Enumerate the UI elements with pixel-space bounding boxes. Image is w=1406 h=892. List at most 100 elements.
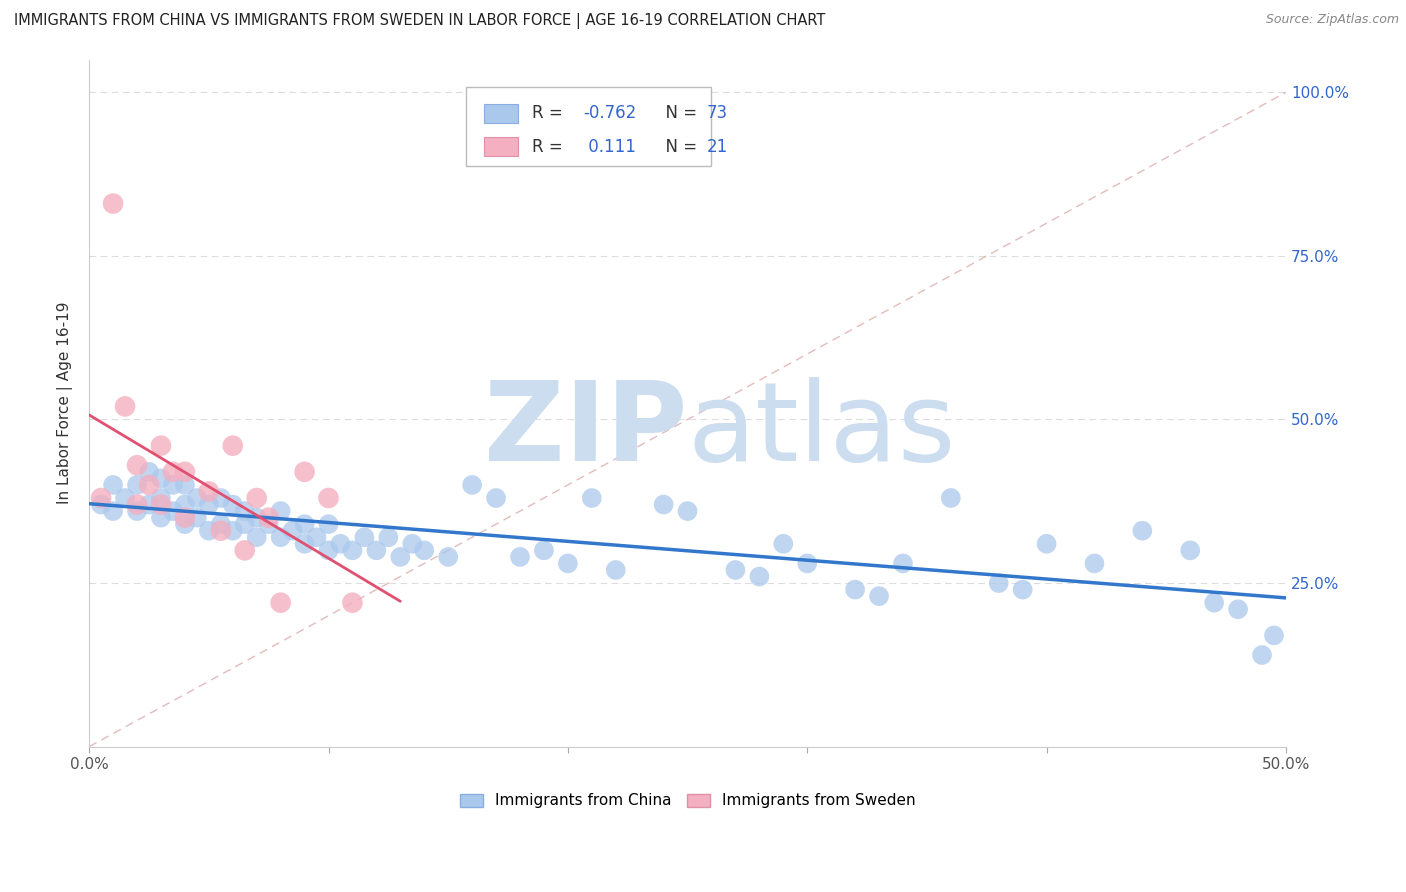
Point <box>138 498 160 512</box>
Point <box>149 510 172 524</box>
Point <box>233 517 256 532</box>
Text: N =: N = <box>655 138 703 156</box>
Point <box>1204 596 1226 610</box>
Point <box>891 557 914 571</box>
Point <box>318 543 340 558</box>
FancyBboxPatch shape <box>467 87 711 166</box>
Point <box>748 569 770 583</box>
Point <box>90 498 112 512</box>
Point <box>1011 582 1033 597</box>
Text: IMMIGRANTS FROM CHINA VS IMMIGRANTS FROM SWEDEN IN LABOR FORCE | AGE 16-19 CORRE: IMMIGRANTS FROM CHINA VS IMMIGRANTS FROM… <box>14 13 825 29</box>
Point <box>605 563 627 577</box>
Point <box>174 517 197 532</box>
Point <box>724 563 747 577</box>
Point <box>125 478 148 492</box>
Bar <box>484 103 517 123</box>
Point <box>281 524 304 538</box>
Point <box>138 478 160 492</box>
Point <box>90 491 112 505</box>
Point <box>1083 557 1105 571</box>
Point <box>342 543 364 558</box>
Point <box>257 517 280 532</box>
Point <box>1251 648 1274 662</box>
Point <box>318 517 340 532</box>
Text: 73: 73 <box>707 104 728 122</box>
Point <box>294 537 316 551</box>
Point <box>174 465 197 479</box>
Point <box>233 543 256 558</box>
Point <box>198 484 221 499</box>
Point <box>270 596 292 610</box>
Y-axis label: In Labor Force | Age 16-19: In Labor Force | Age 16-19 <box>58 301 73 504</box>
Point <box>987 576 1010 591</box>
Point <box>377 530 399 544</box>
Point <box>401 537 423 551</box>
Point <box>174 478 197 492</box>
Point <box>222 498 245 512</box>
Point <box>796 557 818 571</box>
Point <box>125 504 148 518</box>
Point <box>209 517 232 532</box>
Point <box>125 498 148 512</box>
Text: atlas: atlas <box>688 377 956 484</box>
Point <box>342 596 364 610</box>
Point <box>125 458 148 473</box>
Text: R =: R = <box>531 138 568 156</box>
Point <box>162 465 184 479</box>
Point <box>101 504 124 518</box>
Point <box>294 517 316 532</box>
Legend: Immigrants from China, Immigrants from Sweden: Immigrants from China, Immigrants from S… <box>454 788 921 814</box>
Point <box>101 196 124 211</box>
Point <box>868 589 890 603</box>
Point <box>1263 628 1285 642</box>
Point <box>222 524 245 538</box>
Point <box>437 549 460 564</box>
Bar <box>484 137 517 156</box>
Point <box>294 465 316 479</box>
Point <box>246 530 269 544</box>
Point <box>209 491 232 505</box>
Point <box>939 491 962 505</box>
Point <box>581 491 603 505</box>
Point <box>149 498 172 512</box>
Point <box>1035 537 1057 551</box>
Point <box>198 524 221 538</box>
Point <box>174 510 197 524</box>
Point <box>1180 543 1202 558</box>
Point <box>366 543 388 558</box>
Point <box>389 549 412 564</box>
Text: ZIP: ZIP <box>484 377 688 484</box>
Point <box>509 549 531 564</box>
Point <box>1130 524 1153 538</box>
Text: 0.111: 0.111 <box>583 138 637 156</box>
Point <box>138 465 160 479</box>
Text: R =: R = <box>531 104 568 122</box>
Point <box>149 491 172 505</box>
Point <box>246 491 269 505</box>
Point <box>174 498 197 512</box>
Point <box>114 491 136 505</box>
Point <box>233 504 256 518</box>
Point <box>101 478 124 492</box>
Point <box>270 530 292 544</box>
Point <box>198 498 221 512</box>
Point <box>186 510 208 524</box>
Point <box>557 557 579 571</box>
Point <box>270 504 292 518</box>
Point <box>114 400 136 414</box>
Point <box>533 543 555 558</box>
Point <box>772 537 794 551</box>
Text: 21: 21 <box>707 138 728 156</box>
Text: -0.762: -0.762 <box>583 104 637 122</box>
Point <box>485 491 508 505</box>
Point <box>186 491 208 505</box>
Point <box>413 543 436 558</box>
Point <box>209 524 232 538</box>
Point <box>461 478 484 492</box>
Point <box>353 530 375 544</box>
Point <box>329 537 352 551</box>
Text: Source: ZipAtlas.com: Source: ZipAtlas.com <box>1265 13 1399 27</box>
Point <box>844 582 866 597</box>
Point <box>149 471 172 485</box>
Point <box>652 498 675 512</box>
